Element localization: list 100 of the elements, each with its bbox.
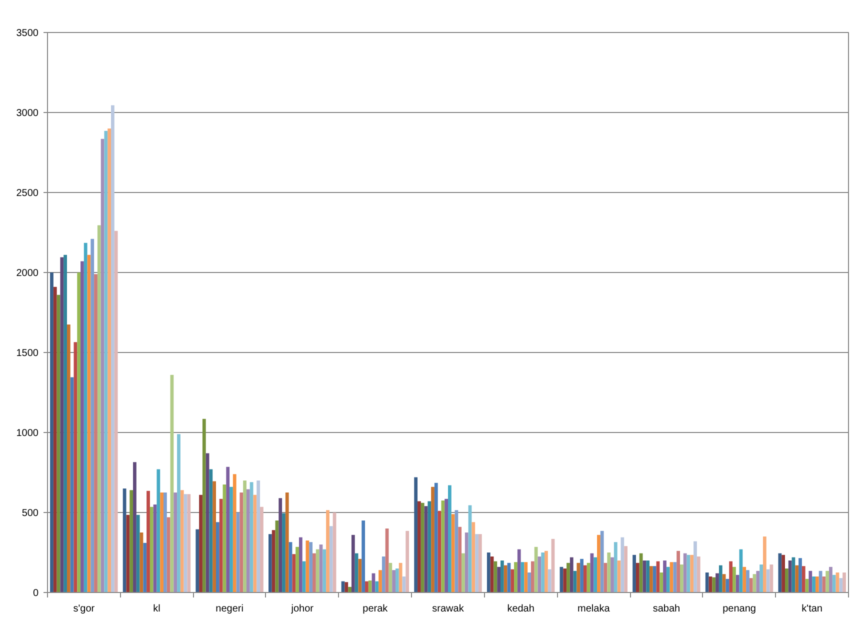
bar <box>196 529 200 592</box>
bar <box>226 466 230 592</box>
bar <box>136 514 140 592</box>
bar <box>160 492 164 592</box>
bar <box>548 569 552 592</box>
bar <box>673 562 677 592</box>
bar <box>544 550 548 592</box>
y-tick-label: 1500 <box>16 348 39 359</box>
x-tick-label: perak <box>362 604 389 614</box>
bar <box>726 578 730 592</box>
bar <box>694 541 697 592</box>
bar <box>309 542 313 592</box>
bar <box>166 517 170 592</box>
bar <box>354 553 358 592</box>
bar <box>202 418 206 592</box>
y-tick-label: 500 <box>22 508 39 519</box>
bar <box>108 128 111 592</box>
bar <box>530 561 534 592</box>
bar <box>826 570 830 592</box>
bar <box>716 573 719 592</box>
bar <box>732 566 736 592</box>
bar <box>770 564 774 592</box>
bar <box>246 489 250 592</box>
bar <box>650 566 653 592</box>
bar <box>292 554 296 592</box>
bar <box>785 568 788 592</box>
bar <box>570 557 574 592</box>
bar <box>500 560 504 592</box>
bar <box>70 377 74 592</box>
bar <box>392 570 396 592</box>
bar <box>795 565 799 592</box>
bar <box>64 254 67 592</box>
x-tick-label: kedah <box>507 604 534 614</box>
bar <box>406 530 410 592</box>
x-tick-label: melaka <box>578 604 610 614</box>
bar <box>504 565 508 592</box>
bar <box>418 501 421 592</box>
bar <box>382 556 386 592</box>
bar <box>187 494 191 592</box>
bar <box>278 498 282 592</box>
x-tick-label: penang <box>722 604 756 614</box>
bar <box>143 542 147 592</box>
bar <box>362 520 366 592</box>
bar <box>110 105 114 592</box>
bar <box>444 498 448 592</box>
bar <box>260 506 264 592</box>
bar <box>66 324 70 592</box>
bar <box>815 576 819 592</box>
bar <box>329 526 333 592</box>
bar <box>212 481 216 592</box>
bar <box>742 566 746 592</box>
bar <box>375 581 379 592</box>
bar <box>388 562 392 592</box>
bar <box>762 536 766 592</box>
bar <box>414 477 418 592</box>
x-tick-label: negeri <box>216 604 244 614</box>
bar <box>614 542 618 592</box>
bar <box>434 482 438 592</box>
bar <box>396 568 399 592</box>
bar <box>576 562 580 592</box>
bar <box>256 480 260 592</box>
bar <box>760 564 763 592</box>
bar <box>749 578 753 592</box>
bar <box>788 560 792 592</box>
bar <box>729 561 732 592</box>
bar <box>475 534 478 592</box>
bar <box>53 286 57 592</box>
bar <box>368 580 372 592</box>
bar <box>778 553 782 592</box>
bar <box>104 130 108 592</box>
bar <box>122 488 126 592</box>
bar <box>130 490 134 592</box>
bar <box>563 568 567 592</box>
bar <box>464 532 468 592</box>
y-tick-label: 2000 <box>16 268 39 279</box>
bar <box>177 434 180 592</box>
bar <box>326 510 330 592</box>
bar <box>736 574 740 592</box>
bar <box>666 566 670 592</box>
bar <box>607 552 611 592</box>
bar <box>296 546 299 592</box>
bar <box>683 553 687 592</box>
bar <box>240 492 244 592</box>
bar <box>164 492 167 592</box>
bar <box>243 480 246 592</box>
bar <box>756 570 760 592</box>
bar <box>306 540 310 592</box>
y-tick-label: 2500 <box>16 188 39 199</box>
bar <box>580 558 584 592</box>
bar <box>517 549 521 592</box>
bar <box>378 570 382 592</box>
bar <box>365 581 368 592</box>
bar <box>652 566 656 592</box>
bar <box>77 272 81 592</box>
bar <box>718 565 722 592</box>
bar <box>94 274 98 592</box>
bar <box>133 462 136 592</box>
bar <box>80 261 84 592</box>
bar <box>232 474 236 592</box>
bar <box>690 554 694 592</box>
